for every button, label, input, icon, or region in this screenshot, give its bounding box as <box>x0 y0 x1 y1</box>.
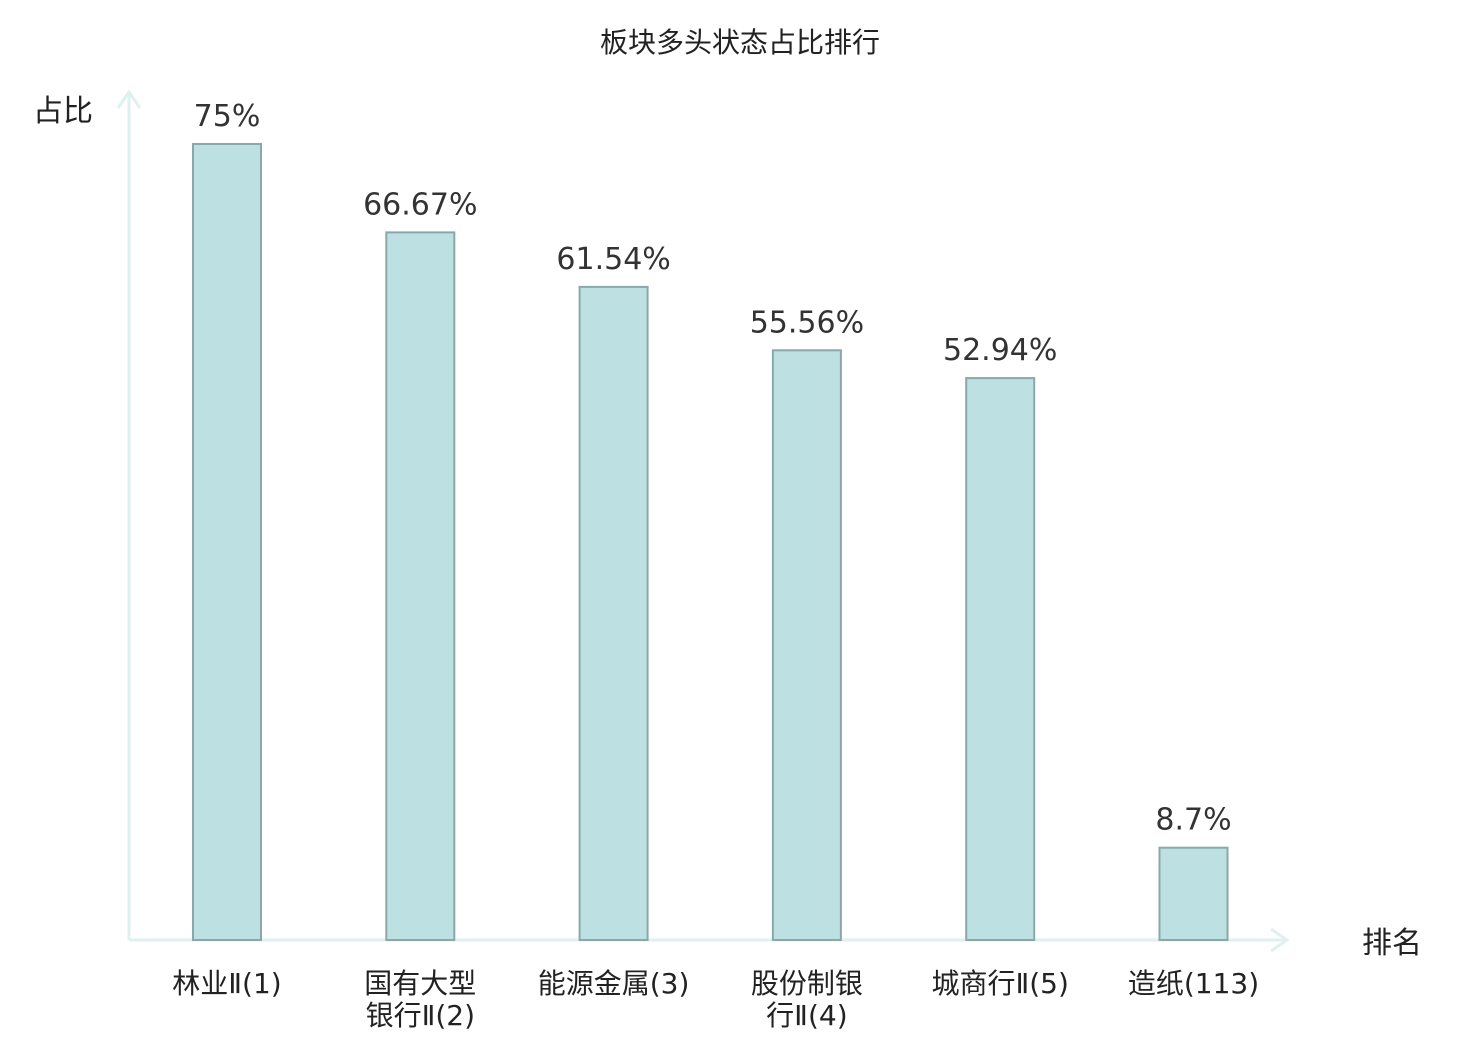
y-axis-arrow-icon <box>116 89 142 109</box>
bar-4 <box>771 349 842 941</box>
category-label-2-line-1: 国有大型 <box>364 967 476 1000</box>
category-label-5: 城商行Ⅱ(5) <box>931 967 1068 1000</box>
value-label-1: 75% <box>194 99 261 134</box>
bar-3 <box>578 285 649 941</box>
category-label-3: 能源金属(3) <box>538 967 690 1000</box>
chart-title: 板块多头状态占比排行 <box>600 26 880 59</box>
value-label-2: 66.67% <box>363 187 477 222</box>
value-label-5: 52.94% <box>943 333 1057 368</box>
value-label-4: 55.56% <box>750 305 864 340</box>
category-label-4-line-1: 股份制银 <box>751 967 863 1000</box>
x-axis-arrow-icon <box>1270 927 1290 953</box>
x-axis-title: 排名 <box>1362 926 1422 961</box>
value-labels-group: 75% 66.67% 61.54% 55.56% 52.94% 8.7% <box>194 99 1232 838</box>
bar-5 <box>965 377 1036 942</box>
category-label-1: 林业Ⅱ(1) <box>172 967 281 1000</box>
value-label-6: 8.7% <box>1155 803 1231 838</box>
category-label-6: 造纸(113) <box>1128 967 1259 1000</box>
category-label-2-line-2: 银行Ⅱ(2) <box>366 999 475 1032</box>
value-label-3: 61.54% <box>556 242 670 277</box>
x-axis <box>129 927 1290 953</box>
y-axis <box>116 89 142 940</box>
category-label-4-line-2: 行Ⅱ(4) <box>766 999 847 1032</box>
bar-6 <box>1158 846 1229 942</box>
bars-group <box>192 143 1229 942</box>
bar-2 <box>385 231 456 941</box>
bar-1 <box>192 143 262 941</box>
y-axis-title: 占比 <box>33 94 93 129</box>
